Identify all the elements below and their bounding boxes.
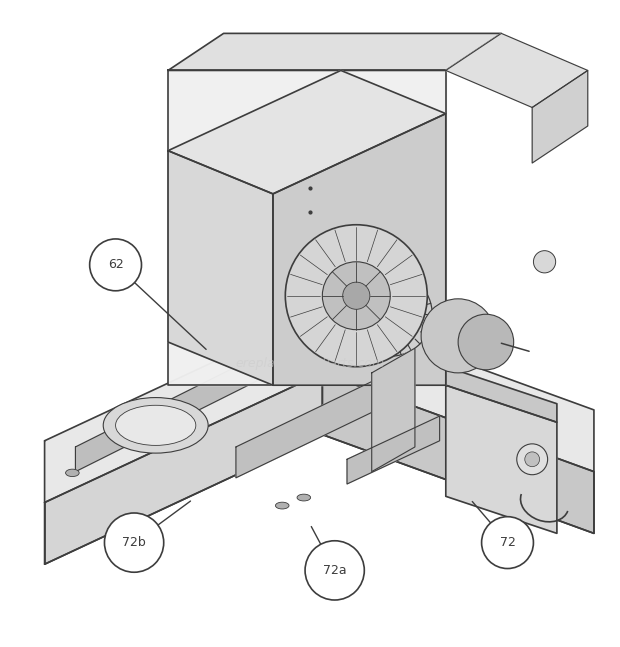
Polygon shape bbox=[45, 311, 594, 503]
Polygon shape bbox=[236, 367, 402, 477]
Polygon shape bbox=[532, 71, 588, 163]
Circle shape bbox=[90, 239, 141, 291]
Circle shape bbox=[343, 282, 370, 309]
Circle shape bbox=[285, 225, 427, 367]
Polygon shape bbox=[446, 34, 588, 107]
Text: 72b: 72b bbox=[122, 536, 146, 549]
Ellipse shape bbox=[115, 405, 196, 445]
Ellipse shape bbox=[104, 397, 208, 453]
Polygon shape bbox=[446, 385, 557, 533]
Polygon shape bbox=[372, 348, 415, 472]
Polygon shape bbox=[168, 34, 502, 71]
Ellipse shape bbox=[421, 299, 495, 373]
Text: 62: 62 bbox=[108, 258, 123, 271]
Circle shape bbox=[305, 541, 365, 600]
Ellipse shape bbox=[297, 494, 311, 501]
Polygon shape bbox=[168, 151, 273, 385]
Circle shape bbox=[322, 262, 390, 330]
Circle shape bbox=[348, 272, 432, 356]
Circle shape bbox=[482, 517, 533, 569]
Circle shape bbox=[525, 452, 539, 466]
Ellipse shape bbox=[458, 314, 514, 370]
Polygon shape bbox=[168, 71, 446, 194]
Polygon shape bbox=[273, 114, 446, 385]
Polygon shape bbox=[45, 373, 322, 564]
Polygon shape bbox=[168, 71, 446, 385]
Text: 72: 72 bbox=[500, 536, 515, 549]
Ellipse shape bbox=[66, 469, 79, 477]
Ellipse shape bbox=[275, 502, 289, 509]
Circle shape bbox=[366, 290, 415, 339]
Polygon shape bbox=[76, 336, 298, 472]
Polygon shape bbox=[446, 367, 557, 422]
Circle shape bbox=[533, 250, 556, 273]
Text: ereplacementParts.com: ereplacementParts.com bbox=[236, 357, 384, 370]
Polygon shape bbox=[347, 416, 440, 484]
Polygon shape bbox=[322, 373, 594, 533]
Circle shape bbox=[516, 444, 547, 475]
Circle shape bbox=[104, 513, 164, 572]
Text: 72a: 72a bbox=[323, 564, 347, 577]
